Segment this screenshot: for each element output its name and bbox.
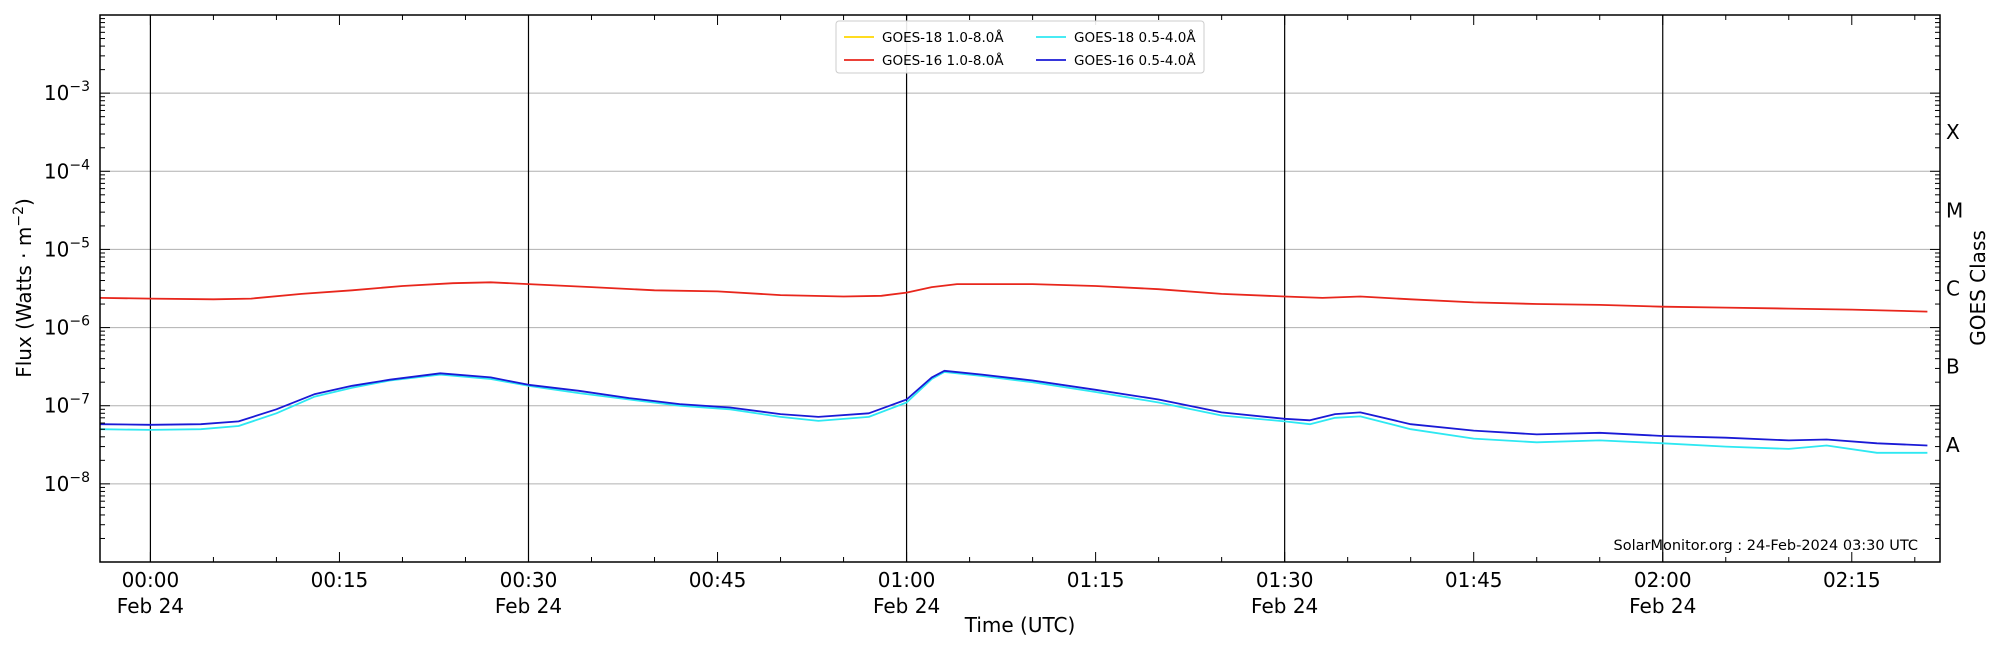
legend-label: GOES-18 0.5-4.0Å: [1074, 29, 1196, 46]
y-tick-label: 10−8: [44, 470, 90, 496]
goes-class-label: B: [1946, 355, 1960, 379]
x-axis-label: Time (UTC): [964, 613, 1076, 637]
gridlines: [100, 92, 1940, 485]
y-axis-label-main: Flux (Watts · m: [12, 227, 36, 378]
series-line: [99, 281, 1928, 313]
x-tick-label: 02:15: [1823, 568, 1881, 592]
y-tick-base: 10: [44, 81, 69, 105]
y-axis-label-exponent: −2: [11, 206, 27, 227]
y-axis-label-close: ): [12, 198, 36, 206]
y-tick-labels: 10−810−710−610−510−410−3: [44, 79, 90, 496]
x-tick-label: 00:15: [311, 568, 369, 592]
legend: GOES-18 1.0-8.0Å GOES-16 1.0-8.0Å GOES-18 …: [835, 20, 1205, 74]
y-tick-label: 10−7: [44, 392, 90, 418]
y-axis-label: Flux (Watts · m−2): [11, 198, 36, 378]
x-tick-date-label: Feb 24: [1251, 594, 1318, 618]
x-tick-date-label: Feb 24: [495, 594, 562, 618]
goes-class-label: C: [1946, 277, 1960, 301]
y-tick-exponent: −6: [69, 314, 90, 330]
goes-class-label: M: [1946, 198, 1963, 222]
goes-class-labels: A B C M X: [1946, 120, 1963, 457]
goes-class-label: X: [1946, 120, 1960, 144]
x-tick-label: 00:30: [500, 568, 558, 592]
y-tick-exponent: −8: [69, 470, 90, 486]
y-tick-exponent: −7: [69, 392, 90, 408]
y-tick-base: 10: [44, 394, 69, 418]
x-tick-label: 00:00: [122, 568, 180, 592]
x-tick-date-label: Feb 24: [873, 594, 940, 618]
day-lines: [149, 15, 1664, 562]
y-tick-base: 10: [44, 237, 69, 261]
y-tick-exponent: −5: [69, 235, 90, 251]
plot-frame: [99, 14, 1941, 563]
source-annotation: SolarMonitor.org : 24-Feb-2024 03:30 UTC: [1614, 538, 1918, 554]
series-lines: [99, 281, 1928, 454]
y-tick-base: 10: [44, 316, 69, 340]
x-tick-label: 00:45: [689, 568, 747, 592]
y-tick-base: 10: [44, 472, 69, 496]
series-line: [99, 369, 1928, 447]
x-tick-label: 01:30: [1256, 568, 1314, 592]
y-tick-label: 10−5: [44, 235, 90, 261]
legend-label: GOES-16 1.0-8.0Å: [882, 52, 1004, 69]
y-tick-base: 10: [44, 159, 69, 183]
legend-label: GOES-18 1.0-8.0Å: [882, 29, 1004, 46]
axis-ticks: [100, 15, 1940, 563]
legend-label: GOES-16 0.5-4.0Å: [1074, 52, 1196, 69]
legend-box: [835, 20, 1205, 74]
y-tick-label: 10−3: [44, 79, 90, 105]
y-tick-exponent: −4: [69, 157, 90, 173]
y-tick-label: 10−4: [44, 157, 90, 183]
x-tick-label: 01:45: [1445, 568, 1503, 592]
x-tick-label: 01:15: [1067, 568, 1125, 592]
goes-class-axis-label: GOES Class: [1966, 230, 1990, 346]
y-tick-exponent: −3: [69, 79, 90, 95]
series-line: [99, 371, 1928, 454]
x-tick-label: 02:00: [1634, 568, 1692, 592]
x-tick-label: 01:00: [878, 568, 936, 592]
x-tick-date-label: Feb 24: [1629, 594, 1696, 618]
x-tick-date-label: Feb 24: [117, 594, 184, 618]
goes-class-label: A: [1946, 433, 1960, 457]
y-tick-label: 10−6: [44, 314, 90, 340]
